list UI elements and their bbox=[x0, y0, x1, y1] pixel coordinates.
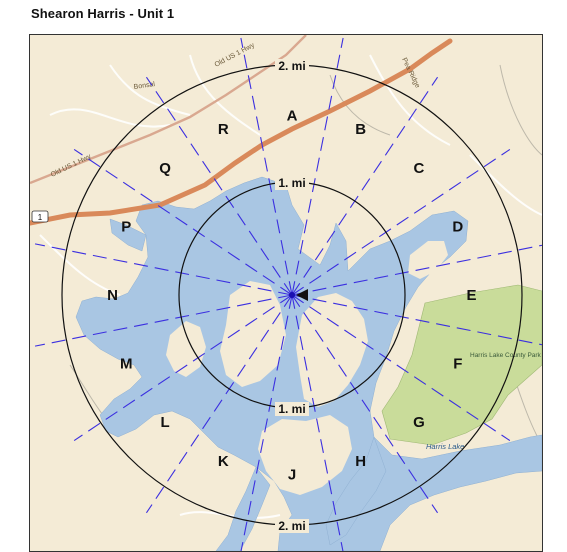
sector-boundary-line bbox=[291, 244, 542, 296]
sector-label-k: K bbox=[218, 453, 229, 470]
sector-boundary-line bbox=[291, 148, 511, 296]
sector-label-g: G bbox=[413, 414, 425, 431]
map-frame: 1 Old US 1 Hwy Old US 1 Hwy Bonsal Pea R… bbox=[29, 34, 543, 552]
sector-label-h: H bbox=[355, 453, 366, 470]
ring-label-1mi-bottom-bg bbox=[275, 402, 309, 416]
sector-boundary-line bbox=[34, 294, 293, 347]
sector-boundary-line bbox=[34, 243, 293, 296]
town-label: Bonsal bbox=[133, 81, 156, 91]
sector-label-n: N bbox=[107, 287, 118, 304]
plant-location-marker bbox=[289, 289, 308, 301]
sector-label-j: J bbox=[288, 467, 296, 484]
sector-label-m: M bbox=[120, 356, 133, 373]
ring-label-2mi-bottom: 2. mi bbox=[278, 519, 305, 533]
sector-boundary-lines bbox=[34, 37, 542, 551]
sector-label-c: C bbox=[413, 160, 424, 177]
ring-label-2mi-top: 2. mi bbox=[278, 59, 305, 73]
ring-label-1mi-top-bg bbox=[275, 176, 309, 190]
sector-boundary-line bbox=[291, 294, 542, 346]
sector-label-p: P bbox=[121, 218, 131, 235]
sector-label-a: A bbox=[287, 108, 298, 125]
lake-label: Harris Lake bbox=[426, 442, 464, 451]
sector-boundary-line bbox=[240, 294, 293, 551]
sector-boundary-line bbox=[291, 76, 439, 296]
park-label: Harris Lake County Park bbox=[470, 352, 542, 359]
sector-boundary-line bbox=[291, 294, 439, 514]
ring-label-1mi-bottom: 1. mi bbox=[278, 402, 305, 416]
sector-boundary-line bbox=[145, 76, 293, 296]
sector-label-r: R bbox=[218, 121, 229, 138]
route-shield-label: 1 bbox=[38, 213, 43, 222]
ring-labels: 2. mi 2. mi 1. mi 1. mi bbox=[275, 59, 309, 533]
sector-label-d: D bbox=[452, 218, 463, 235]
sector-label-l: L bbox=[161, 414, 170, 431]
map-title: Shearon Harris - Unit 1 bbox=[31, 6, 175, 21]
land-peninsulas bbox=[166, 241, 448, 503]
sector-boundary-line bbox=[291, 37, 344, 296]
ring-label-1mi-top: 1. mi bbox=[278, 176, 305, 190]
sector-labels: A B C D E F G H J K L M N P Q R bbox=[107, 108, 476, 484]
sector-label-e: E bbox=[466, 287, 476, 304]
sector-label-q: Q bbox=[159, 160, 171, 177]
sector-label-f: F bbox=[453, 356, 462, 373]
sector-label-b: B bbox=[355, 121, 366, 138]
ring-label-2mi-bottom-bg bbox=[275, 519, 309, 533]
sector-boundary-line bbox=[240, 37, 293, 296]
sector-boundary-line bbox=[291, 294, 511, 442]
route-shield: 1 bbox=[31, 210, 49, 223]
ring-label-2mi-top-bg bbox=[275, 59, 309, 73]
sector-boundary-line bbox=[145, 294, 293, 514]
sector-boundary-line bbox=[73, 294, 293, 442]
sector-boundary-line bbox=[291, 294, 344, 551]
sector-boundary-line bbox=[73, 148, 293, 296]
